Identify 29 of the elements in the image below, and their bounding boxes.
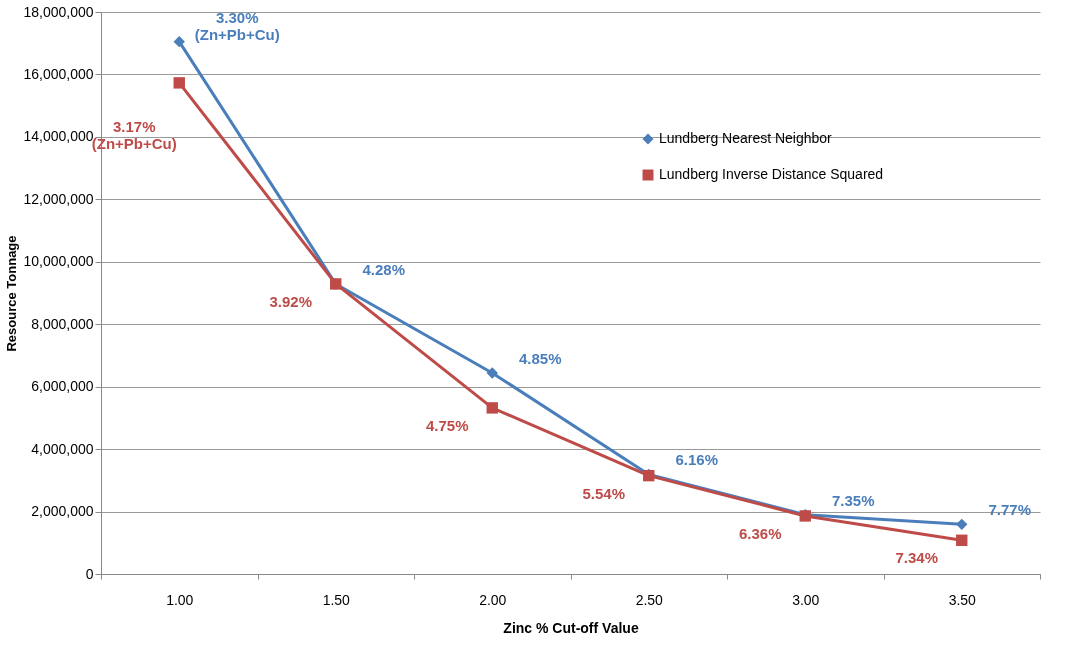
- legend-label: Lundberg Nearest Neighbor: [659, 130, 833, 146]
- annotation: 4.75%: [425, 416, 469, 434]
- legend-label: Lundberg Inverse Distance Squared: [659, 166, 884, 182]
- annotation: 7.34%: [895, 549, 939, 567]
- y-tick-label: 16,000,000: [23, 65, 94, 82]
- annotation: 5.54%: [582, 484, 626, 502]
- y-tick-label: 4,000,000: [31, 440, 94, 457]
- y-axis-title: Resource Tonnage: [4, 235, 20, 352]
- x-tick-label: 2.00: [479, 591, 507, 608]
- x-tick-label: 2.50: [635, 591, 664, 608]
- y-tick-label: 18,000,000: [23, 3, 94, 20]
- annotation: 6.36%: [738, 524, 782, 542]
- annotation: 4.28%: [362, 260, 406, 278]
- x-tick-label: 3.00: [792, 591, 820, 608]
- y-tick-label: 2,000,000: [31, 503, 94, 520]
- y-tick-label: 6,000,000: [31, 378, 94, 395]
- x-tick-label: 1.50: [322, 591, 351, 608]
- annotation: 4.85%: [518, 349, 562, 367]
- annotation: 7.35%: [831, 491, 875, 509]
- annotation: 3.30% (Zn+Pb+Cu): [194, 8, 280, 43]
- x-axis-title: Zinc % Cut-off Value: [503, 619, 639, 636]
- y-tick-label: 12,000,000: [23, 190, 94, 207]
- y-tick-label: 10,000,000: [23, 253, 94, 270]
- annotation: 3.92%: [269, 292, 313, 310]
- x-tick-label: 3.50: [948, 591, 977, 608]
- y-tick-label: 0: [85, 565, 94, 582]
- annotation: 6.16%: [675, 451, 719, 469]
- y-tick-label: 8,000,000: [31, 315, 94, 332]
- x-tick-label: 1.00: [166, 591, 194, 608]
